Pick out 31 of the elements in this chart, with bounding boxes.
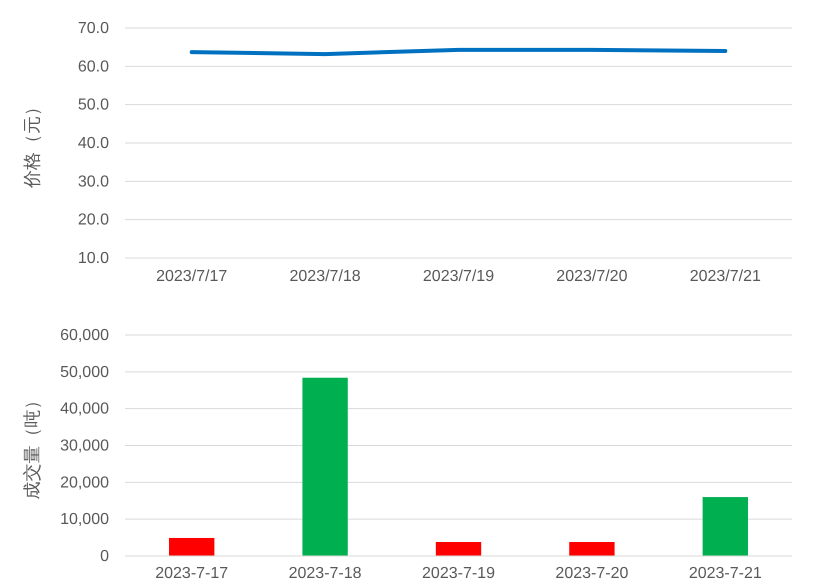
y-tick-label: 10.0 xyxy=(78,250,110,267)
x-tick-label: 2023/7/20 xyxy=(556,268,628,285)
y-tick-label: 30,000 xyxy=(60,438,110,454)
x-tick-label: 2023-7-18 xyxy=(288,565,362,582)
y-tick-label: 40,000 xyxy=(60,400,110,418)
y-tick-label: 20.0 xyxy=(78,212,110,229)
x-tick-label: 2023/7/17 xyxy=(156,268,228,285)
y-tick-label: 20,000 xyxy=(60,474,110,492)
y-tick-label: 40.0 xyxy=(78,135,110,152)
x-tick-label: 2023-7-17 xyxy=(155,565,228,582)
x-tick-label: 2023/7/18 xyxy=(290,268,361,285)
bar xyxy=(436,542,482,556)
y-tick-label: 50,000 xyxy=(60,364,110,381)
y-tick-label: 60,000 xyxy=(60,327,110,344)
y-axis-title: 价格（元） xyxy=(22,98,42,189)
x-tick-label: 2023-7-21 xyxy=(688,565,762,582)
y-tick-label: 70.0 xyxy=(78,20,110,37)
y-tick-label: 10,000 xyxy=(60,511,110,528)
y-tick-label: 60.0 xyxy=(78,58,110,76)
bar xyxy=(302,378,348,556)
bar xyxy=(702,497,748,556)
x-tick-label: 2023/7/21 xyxy=(690,268,761,285)
y-tick-label: 30.0 xyxy=(78,173,110,190)
y-axis-title: 成交量（吨） xyxy=(22,392,42,500)
x-tick-label: 2023-7-20 xyxy=(555,565,628,582)
x-tick-label: 2023-7-19 xyxy=(422,565,496,582)
y-tick-label: 0 xyxy=(100,548,110,565)
x-tick-label: 2023/7/19 xyxy=(422,268,494,285)
bar xyxy=(169,538,214,556)
bar xyxy=(569,542,615,556)
y-tick-label: 50.0 xyxy=(78,96,110,114)
